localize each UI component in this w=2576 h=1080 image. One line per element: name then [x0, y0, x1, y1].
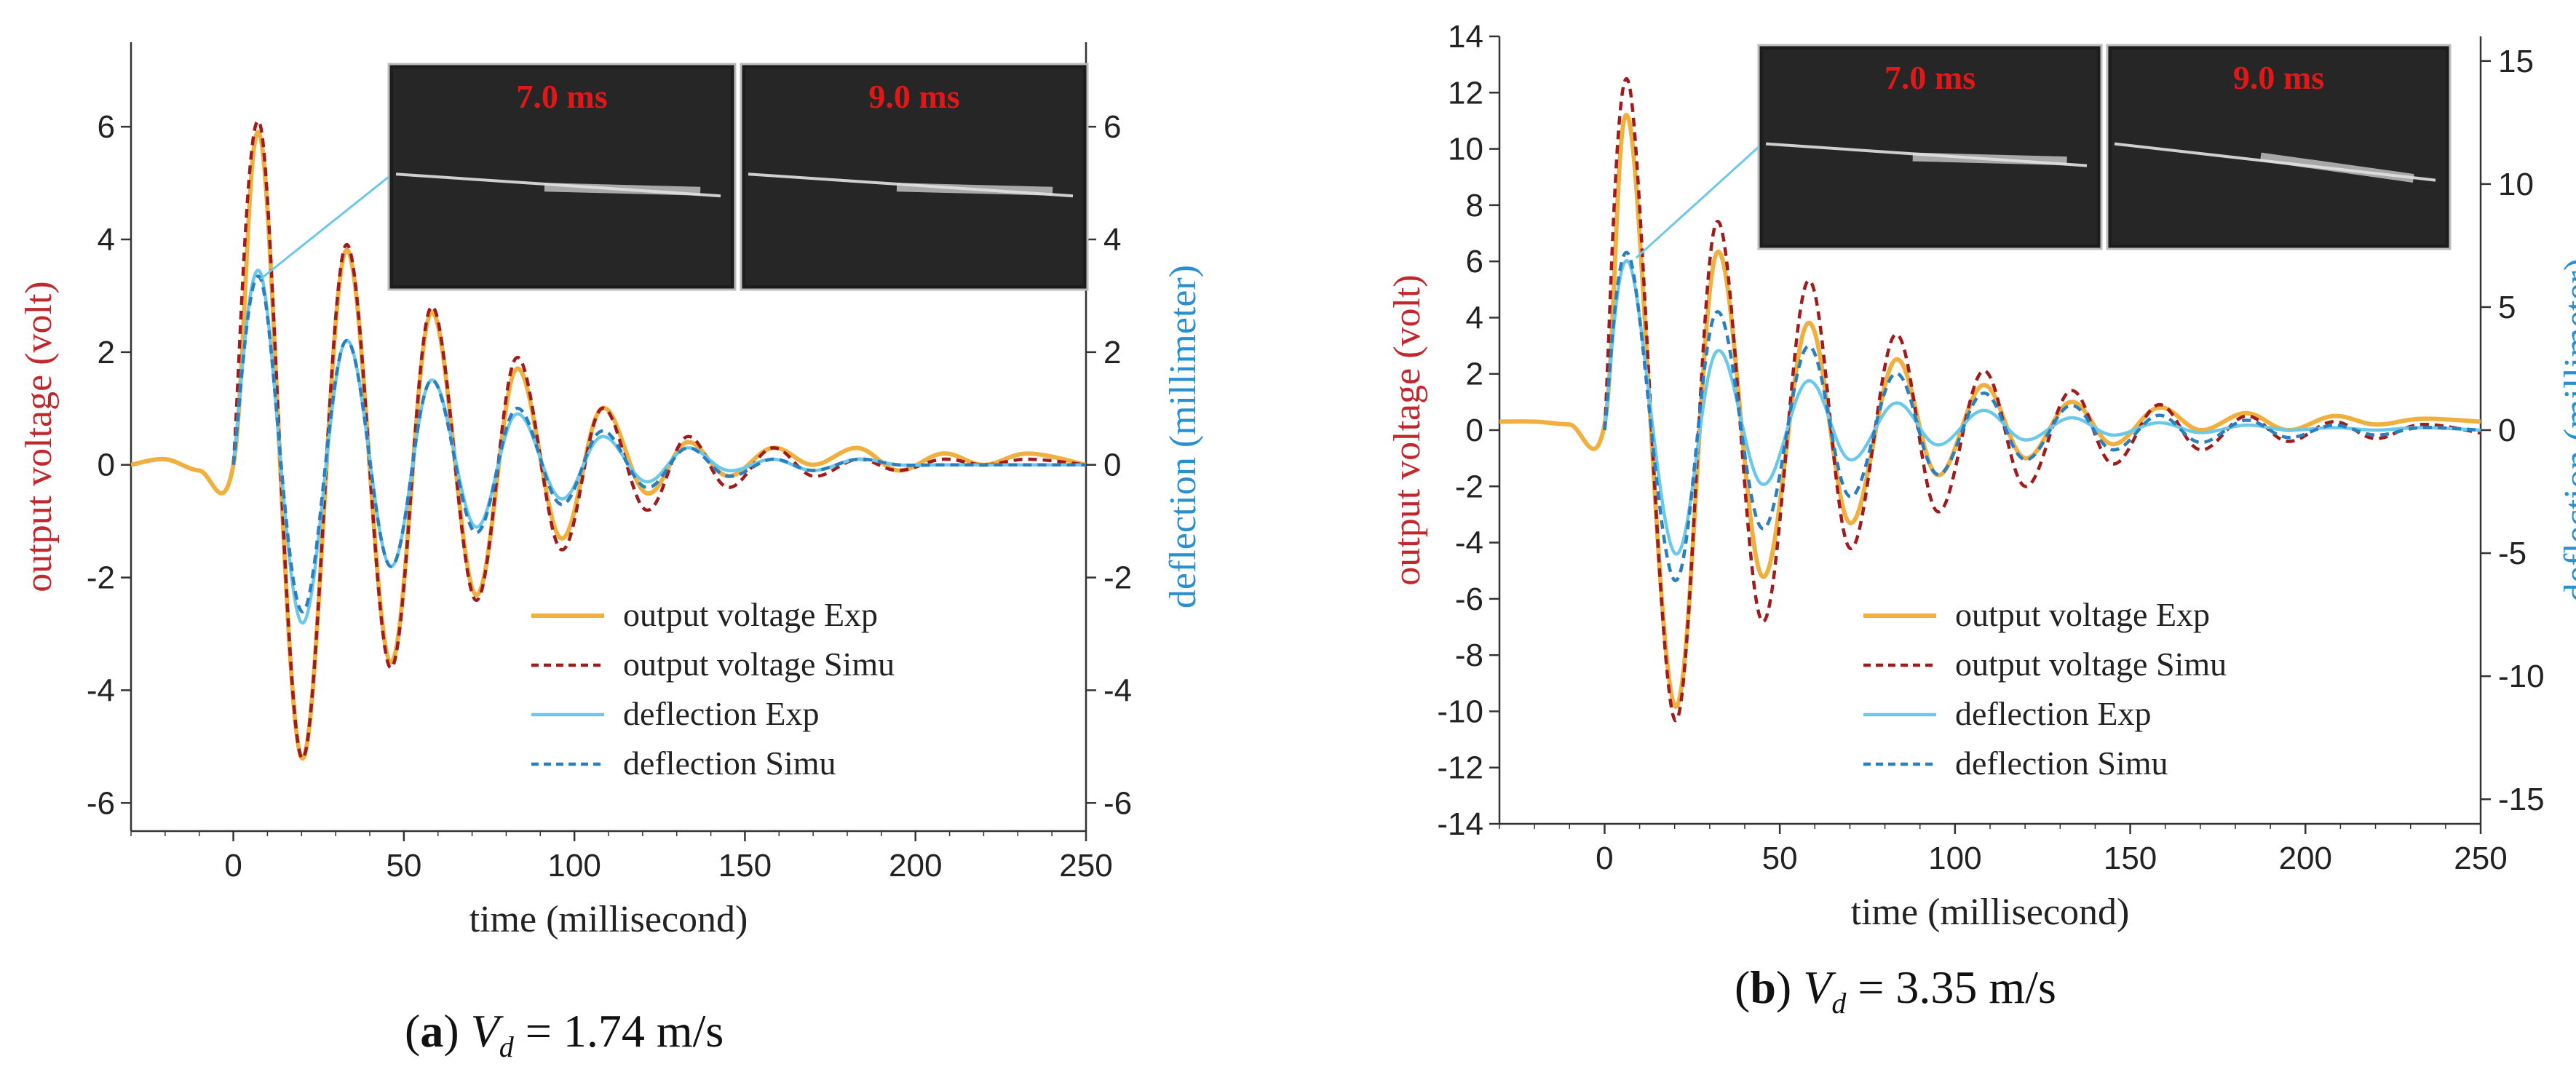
y-tick-label: -2 [1455, 469, 1483, 504]
series-group [131, 119, 1086, 761]
legend-entry: output voltage Simu [1955, 646, 2227, 683]
x-tick-label: 100 [547, 848, 601, 884]
y2-tick-label: -6 [1103, 785, 1132, 821]
y-tick-label: 6 [98, 109, 115, 145]
legend-entry: output voltage Exp [623, 596, 878, 633]
y-tick-label: 0 [98, 448, 115, 483]
y-tick-label: 4 [1466, 300, 1483, 335]
y2-tick-label: 5 [2498, 290, 2516, 325]
legend: output voltage Exp output voltage Simu def… [1863, 596, 2227, 782]
y2-tick-label: -5 [2498, 536, 2527, 571]
x-tick-label: 250 [1059, 848, 1112, 884]
y2-tick-label: 6 [1103, 109, 1121, 145]
x-axis-label: time (millisecond) [469, 899, 748, 940]
inset-leader-line [260, 175, 389, 280]
y-tick-label: 2 [1466, 357, 1483, 392]
x-tick-label: 50 [386, 848, 421, 884]
caption-a-tag: a [420, 1005, 444, 1057]
y-tick-label: 14 [1448, 19, 1483, 55]
chart-b: 0 50 100 150 200 250-14-12-10-8-6-4-202468101… [1387, 19, 2576, 933]
y-tick-label: -14 [1437, 806, 1483, 842]
inset-leader-line [1635, 146, 1760, 259]
x-tick-label: 150 [2104, 841, 2157, 876]
inset-photo-bg [2112, 49, 2446, 245]
droplet-image [2260, 152, 2414, 183]
caption-b-tag: b [1750, 961, 1776, 1013]
series-line-deflection-simu [231, 274, 1086, 614]
caption-a-var: V [470, 1005, 499, 1057]
droplet-image [896, 183, 1053, 196]
x-tick-label: 0 [1596, 841, 1613, 876]
y-tick-label: 12 [1448, 75, 1483, 111]
droplet-image [544, 183, 701, 196]
caption-b-value: = 3.35 m/s [1846, 961, 2056, 1013]
caption-b: (b) Vd = 3.35 m/s [1735, 961, 2056, 1020]
legend-entry: deflection Simu [1955, 745, 2168, 782]
legend: output voltage Exp output voltage Simu def… [531, 596, 895, 782]
legend-entry: deflection Exp [1955, 695, 2152, 732]
series-line-deflection-simu [1603, 250, 2481, 582]
x-tick-label: 50 [1762, 841, 1798, 876]
x-tick-label: 200 [2279, 841, 2332, 876]
y2-tick-label: -15 [2498, 782, 2545, 817]
y-tick-label: -2 [87, 560, 115, 596]
x-tick-label: 200 [889, 848, 942, 884]
y2-tick-label: 15 [2498, 44, 2534, 79]
y-tick-label: 10 [1448, 132, 1483, 167]
y-tick-label: 8 [1466, 188, 1483, 223]
x-tick-label: 100 [1928, 841, 1981, 876]
caption-b-sub: d [1831, 986, 1847, 1020]
y-tick-label: 0 [1466, 413, 1483, 448]
y-tick-label: 2 [98, 335, 115, 370]
y2-tick-label: 10 [2498, 167, 2534, 202]
series-line-deflection-exp [1603, 259, 2481, 556]
series-group [1499, 77, 2481, 723]
legend-entry: deflection Simu [623, 745, 836, 782]
y-tick-label: -4 [87, 672, 115, 708]
y-tick-label: -10 [1437, 694, 1483, 729]
legend-entry: output voltage Simu [623, 646, 895, 683]
y-axis-label: output voltage (volt) [1387, 274, 1428, 585]
legend-entry: deflection Exp [623, 695, 820, 732]
y2-axis-label: deflection (millimeter) [2557, 258, 2576, 602]
y-tick-label: -12 [1437, 750, 1483, 786]
x-tick-label: 0 [224, 848, 242, 884]
x-axis-label: time (millisecond) [1851, 892, 2130, 933]
y-tick-label: -6 [1455, 581, 1483, 617]
y2-axis-label: deflection (millimeter) [1162, 265, 1204, 608]
y2-tick-label: 2 [1103, 335, 1121, 370]
y2-tick-label: -2 [1103, 560, 1132, 596]
y-axis-label: output voltage (volt) [18, 281, 60, 592]
y2-tick-label: -4 [1103, 672, 1132, 708]
inset-photos: 7.0 ms 9.0 ms [387, 63, 1089, 291]
caption-a-value: = 1.74 m/s [513, 1005, 724, 1057]
y2-tick-label: 4 [1103, 222, 1121, 258]
y2-tick-label: 0 [2498, 413, 2516, 448]
caption-b-var: V [1803, 961, 1832, 1013]
y-tick-label: 6 [1466, 244, 1483, 279]
y-tick-label: -8 [1455, 638, 1483, 673]
series-line-deflection-exp [231, 269, 1086, 624]
inset-time-label: 9.0 ms [2233, 59, 2324, 96]
chart-a: 0 50 100 150 200 250 -6 -4 -2 0 2 4 6 -6 -4 -2 0 2 4 6 time … [18, 42, 1204, 940]
y-tick-label: 4 [98, 222, 115, 258]
caption-a: (a) Vd = 1.74 m/s [405, 1005, 724, 1063]
droplet-image [1912, 152, 2067, 166]
inset-photos: 7.0 ms 9.0 ms [1757, 44, 2452, 250]
series-line-output-voltage-exp [1499, 113, 2481, 709]
inset-time-label: 7.0 ms [1885, 59, 1975, 96]
y-tick-label: -6 [87, 785, 115, 821]
inset-time-label: 7.0 ms [516, 78, 607, 115]
x-tick-label: 150 [718, 848, 772, 884]
inset-time-label: 9.0 ms [868, 78, 959, 115]
y2-tick-label: 0 [1103, 448, 1121, 483]
legend-entry: output voltage Exp [1955, 596, 2210, 633]
x-tick-label: 250 [2454, 841, 2507, 876]
y2-tick-label: -10 [2498, 659, 2545, 694]
caption-a-sub: d [499, 1030, 514, 1063]
y-tick-label: -4 [1455, 525, 1483, 561]
